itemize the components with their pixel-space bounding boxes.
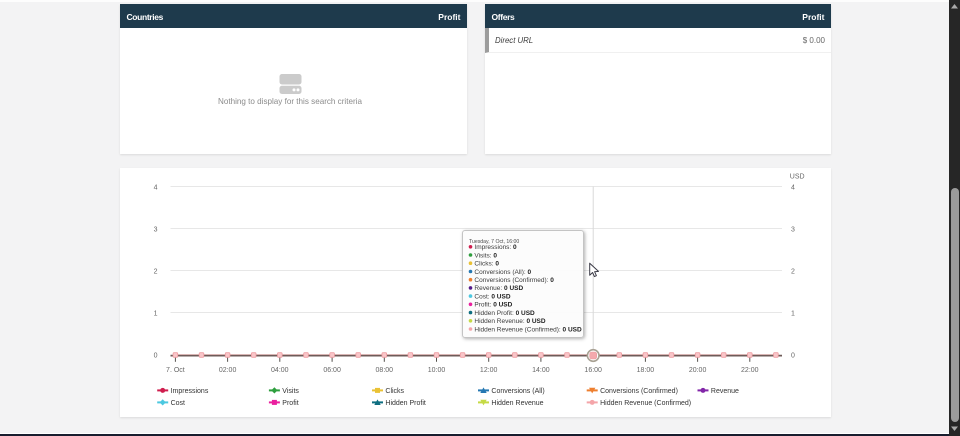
svg-text:18:00: 18:00 xyxy=(637,367,655,374)
svg-text:Visits: 0: Visits: 0 xyxy=(474,252,497,259)
svg-text:Hidden Revenue (Confirmed): 0: Hidden Revenue (Confirmed): 0 USD xyxy=(474,326,582,333)
svg-text:Cost: 0 USD: Cost: 0 USD xyxy=(474,293,510,300)
svg-text:08:00: 08:00 xyxy=(376,367,394,374)
svg-text:02:00: 02:00 xyxy=(219,367,237,374)
svg-text:3: 3 xyxy=(154,227,158,234)
svg-text:Tuesday, 7 Oct, 16:00: Tuesday, 7 Oct, 16:00 xyxy=(469,239,519,245)
svg-text:Conversions (Confirmed): 0: Conversions (Confirmed): 0 xyxy=(474,277,554,284)
svg-text:06:00: 06:00 xyxy=(323,367,341,374)
svg-text:1: 1 xyxy=(791,311,795,318)
svg-text:04:00: 04:00 xyxy=(271,367,289,374)
svg-text:Hidden Revenue: 0 USD: Hidden Revenue: 0 USD xyxy=(474,318,545,325)
svg-text:2: 2 xyxy=(791,269,795,276)
svg-text:1: 1 xyxy=(154,311,158,318)
svg-text:Profit: 0 USD: Profit: 0 USD xyxy=(474,301,512,308)
svg-text:Conversions (All): 0: Conversions (All): 0 xyxy=(474,268,531,275)
svg-text:12:00: 12:00 xyxy=(480,367,498,374)
svg-text:Impressions: 0: Impressions: 0 xyxy=(474,244,517,251)
svg-text:USD: USD xyxy=(790,174,805,181)
svg-text:Revenue: 0 USD: Revenue: 0 USD xyxy=(474,285,523,292)
svg-text:7. Oct: 7. Oct xyxy=(166,367,185,374)
svg-text:20:00: 20:00 xyxy=(689,367,707,374)
svg-text:Hidden Profit: 0 USD: Hidden Profit: 0 USD xyxy=(474,309,535,316)
svg-text:14:00: 14:00 xyxy=(532,367,550,374)
svg-text:3: 3 xyxy=(791,227,795,234)
svg-text:10:00: 10:00 xyxy=(428,367,446,374)
svg-text:4: 4 xyxy=(791,185,795,192)
svg-text:0: 0 xyxy=(791,353,795,360)
svg-text:0: 0 xyxy=(154,353,158,360)
svg-text:4: 4 xyxy=(154,185,158,192)
svg-text:22:00: 22:00 xyxy=(741,367,759,374)
svg-text:16:00: 16:00 xyxy=(584,367,602,374)
svg-text:2: 2 xyxy=(154,269,158,276)
svg-text:Clicks: 0: Clicks: 0 xyxy=(474,260,499,267)
